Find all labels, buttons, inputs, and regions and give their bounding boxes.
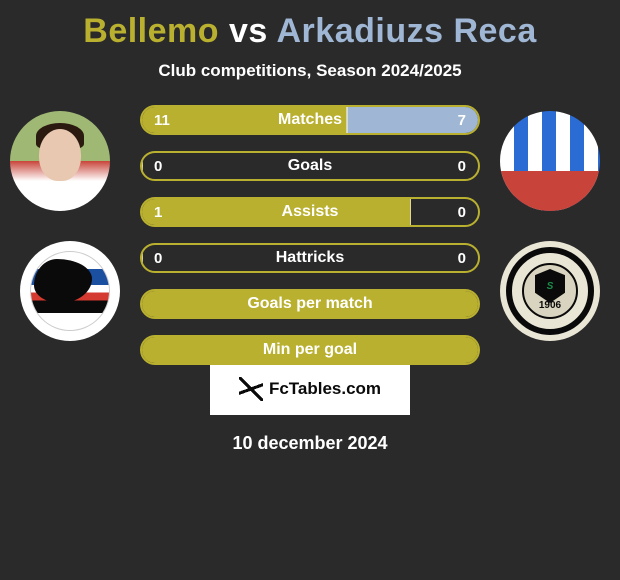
stat-label: Goals — [142, 157, 478, 175]
player-left-avatar — [10, 111, 110, 211]
page-title: Bellemo vs Arkadiuzs Reca — [0, 0, 620, 51]
stat-row-assists: 10Assists — [140, 197, 480, 227]
stat-label: Hattricks — [142, 249, 478, 267]
stat-label: Matches — [142, 111, 478, 129]
fctables-icon — [239, 377, 263, 401]
stat-label: Goals per match — [142, 295, 478, 313]
stat-row-goals: 00Goals — [140, 151, 480, 181]
stat-bars: 117Matches 00Goals 10Assists 00Hattricks Goa… — [140, 105, 480, 381]
stat-row-hattricks: 00Hattricks — [140, 243, 480, 273]
title-player-right: Arkadiuzs Reca — [277, 12, 537, 50]
player-right-avatar — [500, 111, 600, 211]
stat-row-matches: 117Matches — [140, 105, 480, 135]
stat-row-goals-per-match: Goals per match — [140, 289, 480, 319]
fctables-text: FcTables.com — [269, 379, 381, 399]
stat-label: Min per goal — [142, 341, 478, 359]
date-text: 10 december 2024 — [0, 433, 620, 454]
stat-label: Assists — [142, 203, 478, 221]
title-vs: vs — [229, 12, 268, 50]
stat-row-min-per-goal: Min per goal — [140, 335, 480, 365]
club-right-logo: 1906 S — [500, 241, 600, 341]
subtitle: Club competitions, Season 2024/2025 — [0, 61, 620, 81]
title-player-left: Bellemo — [83, 12, 219, 50]
club-left-logo — [20, 241, 120, 341]
